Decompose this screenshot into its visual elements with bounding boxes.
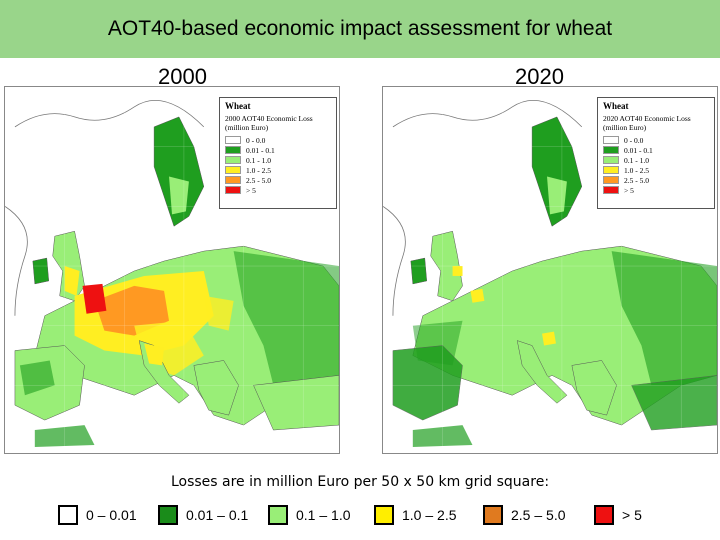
map-legend-subtitle: 2000 AOT40 Economic Loss (million Euro) bbox=[225, 114, 313, 132]
legend-swatch bbox=[374, 505, 394, 525]
legend-swatch bbox=[158, 505, 178, 525]
legend-swatch bbox=[225, 186, 241, 194]
legend-swatch bbox=[58, 505, 78, 525]
legend-swatch bbox=[225, 146, 241, 154]
map-2000-legend: Wheat 2000 AOT40 Economic Loss (million … bbox=[219, 97, 337, 209]
map-2020: Wheat 2020 AOT40 Economic Loss (million … bbox=[382, 86, 718, 454]
title-bar: AOT40-based economic impact assessment f… bbox=[0, 0, 720, 58]
legend-item: > 5 bbox=[594, 505, 642, 525]
legend-swatch bbox=[603, 186, 619, 194]
map-legend-row: 1.0 - 2.5 bbox=[603, 165, 709, 175]
map-legend-row: > 5 bbox=[603, 185, 709, 195]
legend-swatch bbox=[225, 166, 241, 174]
map-legend-crop: Wheat bbox=[225, 101, 251, 111]
legend-swatch bbox=[603, 136, 619, 144]
map-legend-subtitle: 2020 AOT40 Economic Loss (million Euro) bbox=[603, 114, 691, 132]
legend-swatch bbox=[603, 146, 619, 154]
map-legend-row: 2.5 - 5.0 bbox=[603, 175, 709, 185]
map-legend-row: 1.0 - 2.5 bbox=[225, 165, 331, 175]
legend-swatch bbox=[603, 176, 619, 184]
map-year-2000: 2000 bbox=[158, 64, 207, 89]
map-2000: Wheat 2000 AOT40 Economic Loss (million … bbox=[4, 86, 340, 454]
legend-item: 2.5 – 5.0 bbox=[483, 505, 566, 525]
legend-item: 0.01 – 0.1 bbox=[158, 505, 248, 525]
legend-item: 0.1 – 1.0 bbox=[268, 505, 351, 525]
legend-swatch bbox=[225, 176, 241, 184]
map-legend-row: 0.1 - 1.0 bbox=[225, 155, 331, 165]
legend-swatch bbox=[483, 505, 503, 525]
legend-swatch bbox=[268, 505, 288, 525]
page-title: AOT40-based economic impact assessment f… bbox=[107, 17, 613, 40]
map-legend-row: 0.1 - 1.0 bbox=[603, 155, 709, 165]
map-2020-legend: Wheat 2020 AOT40 Economic Loss (million … bbox=[597, 97, 715, 209]
legend-swatch bbox=[225, 156, 241, 164]
bottom-legend: 0 – 0.01 0.01 – 0.1 0.1 – 1.0 1.0 – 2.5 … bbox=[0, 505, 720, 529]
map-legend-row: 0.01 - 0.1 bbox=[603, 145, 709, 155]
map-2000-canvas bbox=[5, 87, 339, 453]
legend-swatch bbox=[225, 136, 241, 144]
map-legend-row: > 5 bbox=[225, 185, 331, 195]
map-legend-row: 0.01 - 0.1 bbox=[225, 145, 331, 155]
legend-swatch bbox=[594, 505, 614, 525]
legend-swatch bbox=[603, 156, 619, 164]
loss-units-note: Losses are in million Euro per 50 x 50 k… bbox=[170, 474, 550, 490]
map-legend-row: 0 - 0.0 bbox=[225, 135, 331, 145]
legend-swatch bbox=[603, 166, 619, 174]
map-legend-row: 0 - 0.0 bbox=[603, 135, 709, 145]
map-legend-row: 2.5 - 5.0 bbox=[225, 175, 331, 185]
legend-item: 0 – 0.01 bbox=[58, 505, 137, 525]
legend-item: 1.0 – 2.5 bbox=[374, 505, 457, 525]
map-2020-canvas bbox=[383, 87, 717, 453]
map-year-2020: 2020 bbox=[515, 64, 564, 89]
map-legend-crop: Wheat bbox=[603, 101, 629, 111]
